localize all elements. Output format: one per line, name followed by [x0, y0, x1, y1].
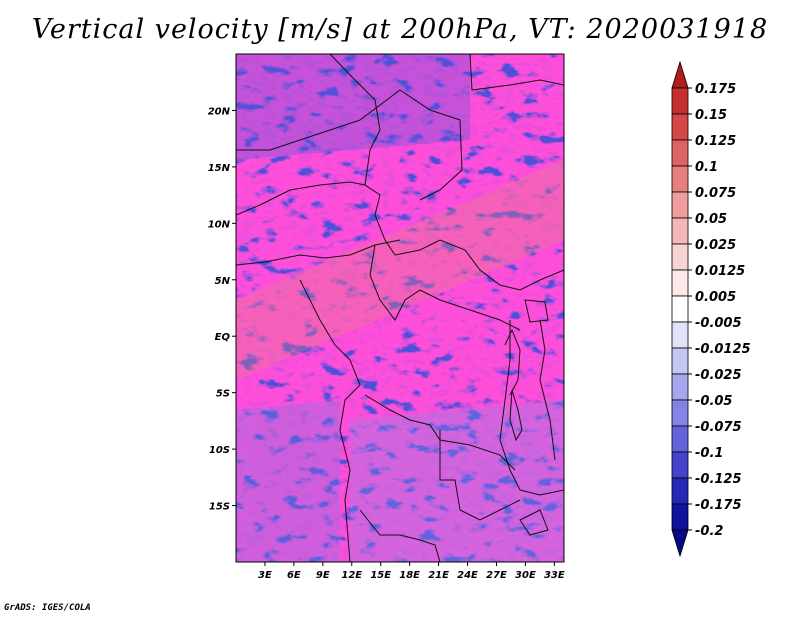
colorbar-swatch	[671, 113, 689, 141]
colorbar-swatch	[671, 87, 689, 115]
colorbar-swatch	[671, 243, 689, 271]
lat-tick-label: 15N	[208, 163, 231, 174]
lat-tick-label: 20N	[208, 106, 231, 117]
lon-tick-label: 27E	[486, 570, 507, 581]
colorbar-label: 0.05	[695, 212, 727, 227]
colorbar-label: -0.2	[695, 524, 723, 539]
colorbar-swatch	[671, 373, 689, 401]
lon-tick-label: 6E	[287, 570, 301, 581]
colorbar-swatch	[671, 321, 689, 349]
colorbar-label: 0.15	[695, 108, 727, 123]
lat-tick-label: 5S	[216, 389, 230, 400]
lon-tick-label: 12E	[341, 570, 362, 581]
colorbar-label: -0.1	[695, 446, 723, 461]
lat-tick-label: 10N	[208, 219, 231, 230]
grads-credit: GrADS: IGES/COLA	[4, 603, 91, 613]
colorbar-swatch	[671, 425, 689, 453]
colorbar: 0.175 0.15 0.125 0.1 0.075 0.05 0.025 0.0125 0.0…	[671, 60, 751, 558]
longitude-axis: 3E 6E 9E 12E 15E 18E 21E 24E 27E 30E 33E	[258, 562, 565, 581]
colorbar-swatch	[671, 451, 689, 479]
map-title: Vertical velocity [m/s] at 200hPa, VT: 2…	[31, 14, 769, 45]
map-frame	[235, 53, 565, 563]
colorbar-label: -0.0125	[695, 342, 751, 357]
colorbar-swatch	[671, 477, 689, 505]
colorbar-label: 0.1	[695, 160, 718, 175]
lakes	[509, 299, 549, 536]
colorbar-label: 0.005	[695, 290, 736, 305]
colorbar-swatch	[671, 60, 689, 89]
colorbar-swatch	[671, 529, 689, 558]
colorbar-label: -0.005	[695, 316, 742, 331]
lat-tick-label: 15S	[209, 502, 230, 513]
colorbar-label: 0.075	[695, 186, 736, 201]
colorbar-swatch	[671, 295, 689, 323]
lon-tick-label: 24E	[457, 570, 478, 581]
lon-tick-label: 21E	[428, 570, 449, 581]
colorbar-swatch	[671, 347, 689, 375]
colorbar-swatch	[671, 165, 689, 193]
colorbar-label: -0.175	[695, 498, 742, 513]
lon-tick-label: 33E	[544, 570, 565, 581]
colorbar-swatch	[671, 191, 689, 219]
velocity-field	[236, 54, 564, 562]
colorbar-label: 0.0125	[695, 264, 745, 279]
lon-tick-label: 3E	[258, 570, 272, 581]
colorbar-label: -0.125	[695, 472, 742, 487]
colorbar-label: 0.025	[695, 238, 736, 253]
field-tint	[236, 54, 564, 562]
colorbar-label: -0.05	[695, 394, 732, 409]
lon-tick-label: 18E	[399, 570, 420, 581]
lon-tick-label: 9E	[316, 570, 330, 581]
colorbar-swatch	[671, 399, 689, 427]
lon-tick-label: 30E	[515, 570, 536, 581]
country-borders	[236, 54, 564, 562]
latitude-axis: 20N 15N 10N 5N EQ 5S 10S 15S	[208, 106, 236, 513]
lat-tick-label: EQ	[215, 332, 231, 343]
colorbar-swatch	[671, 503, 689, 531]
colorbar-swatch	[671, 269, 689, 297]
lon-tick-label: 15E	[370, 570, 391, 581]
lat-tick-label: 10S	[209, 445, 230, 456]
colorbar-label: -0.025	[695, 368, 742, 383]
colorbar-label: 0.175	[695, 82, 736, 97]
colorbar-swatch	[671, 217, 689, 245]
colorbar-swatch	[671, 139, 689, 167]
map-panel	[236, 54, 564, 562]
lat-tick-label: 5N	[215, 276, 231, 287]
colorbar-label: 0.125	[695, 134, 736, 149]
colorbar-label: -0.075	[695, 420, 742, 435]
